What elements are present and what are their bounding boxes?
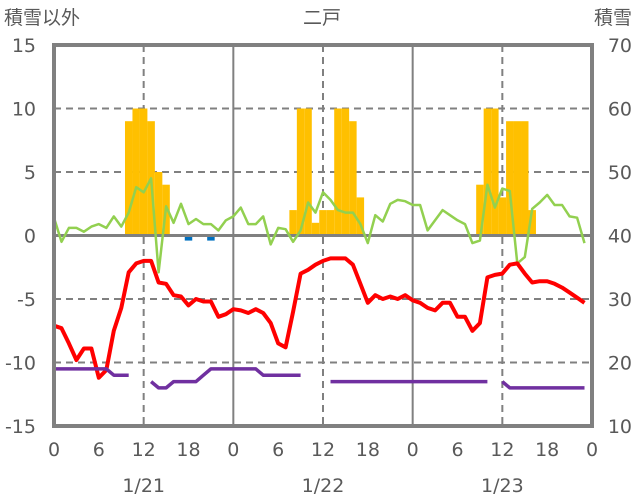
snowfall-bar <box>319 210 327 236</box>
chart-title: 二戸 <box>303 7 341 29</box>
left-tick-label: -15 <box>5 416 36 438</box>
right-tick-label: 70 <box>608 35 632 57</box>
bars <box>124 108 536 241</box>
series-lines <box>52 177 586 390</box>
right-tick-label: 10 <box>608 416 632 438</box>
x-tick-label: 18 <box>176 439 200 461</box>
snowfall-bar <box>521 121 529 236</box>
right-tick-label: 30 <box>608 289 632 311</box>
x-tick-label: 12 <box>132 439 156 461</box>
x-tick-label: 6 <box>93 439 105 461</box>
snowfall-bar <box>491 108 499 236</box>
right-axis-title: 積雪 <box>594 7 632 29</box>
snowfall-bar <box>311 222 320 236</box>
snowfall-bar <box>356 197 365 236</box>
left-tick-label: 15 <box>12 35 36 57</box>
green-line <box>52 177 586 274</box>
x-tick-label: 6 <box>451 439 463 461</box>
x-tick-label: 12 <box>311 439 335 461</box>
snowfall-bar <box>483 108 492 236</box>
snowfall-bar <box>296 108 305 236</box>
left-tick-label: 10 <box>12 99 36 121</box>
date-label: 1/22 <box>302 475 345 497</box>
temperature-line <box>53 256 586 380</box>
x-tick-label: 18 <box>356 439 380 461</box>
snowfall-bar <box>506 121 514 236</box>
snowfall-bar <box>139 108 148 236</box>
x-tick-label: 0 <box>48 439 60 461</box>
right-tick-label: 40 <box>608 226 632 248</box>
x-tick-label: 0 <box>407 439 419 461</box>
negative-bar <box>207 235 215 241</box>
left-tick-label: -10 <box>5 353 36 375</box>
snowfall-bar <box>528 210 536 236</box>
right-tick-label: 60 <box>608 99 632 121</box>
negative-bar <box>184 235 193 241</box>
snowfall-bar <box>326 210 335 236</box>
plot-frame <box>52 43 594 428</box>
snowfall-bar <box>349 121 357 236</box>
snowfall-bar <box>289 210 297 236</box>
snow-depth-line <box>54 367 585 390</box>
left-tick-label: 5 <box>24 162 36 184</box>
snowfall-bar <box>334 108 342 236</box>
x-tick-label: 0 <box>586 439 598 461</box>
snowfall-bar <box>498 197 507 236</box>
x-tick-label: 12 <box>490 439 514 461</box>
right-tick-label: 20 <box>608 353 632 375</box>
date-label: 1/23 <box>481 475 524 497</box>
snowfall-bar <box>476 184 484 236</box>
date-label: 1/21 <box>122 475 165 497</box>
snowfall-bar <box>341 108 350 236</box>
left-tick-label: -5 <box>17 289 36 311</box>
snowfall-bar <box>132 108 140 236</box>
left-axis-title: 積雪以外 <box>4 7 80 29</box>
snowfall-bar <box>154 172 163 236</box>
x-tick-label: 18 <box>535 439 559 461</box>
plot-border <box>52 43 594 428</box>
x-tick-label: 0 <box>227 439 239 461</box>
snowfall-bar <box>124 121 133 236</box>
right-tick-label: 50 <box>608 162 632 184</box>
snowfall-bar <box>304 108 312 236</box>
x-tick-label: 6 <box>272 439 284 461</box>
left-tick-label: 0 <box>24 226 36 248</box>
snowfall-bar <box>513 121 522 236</box>
